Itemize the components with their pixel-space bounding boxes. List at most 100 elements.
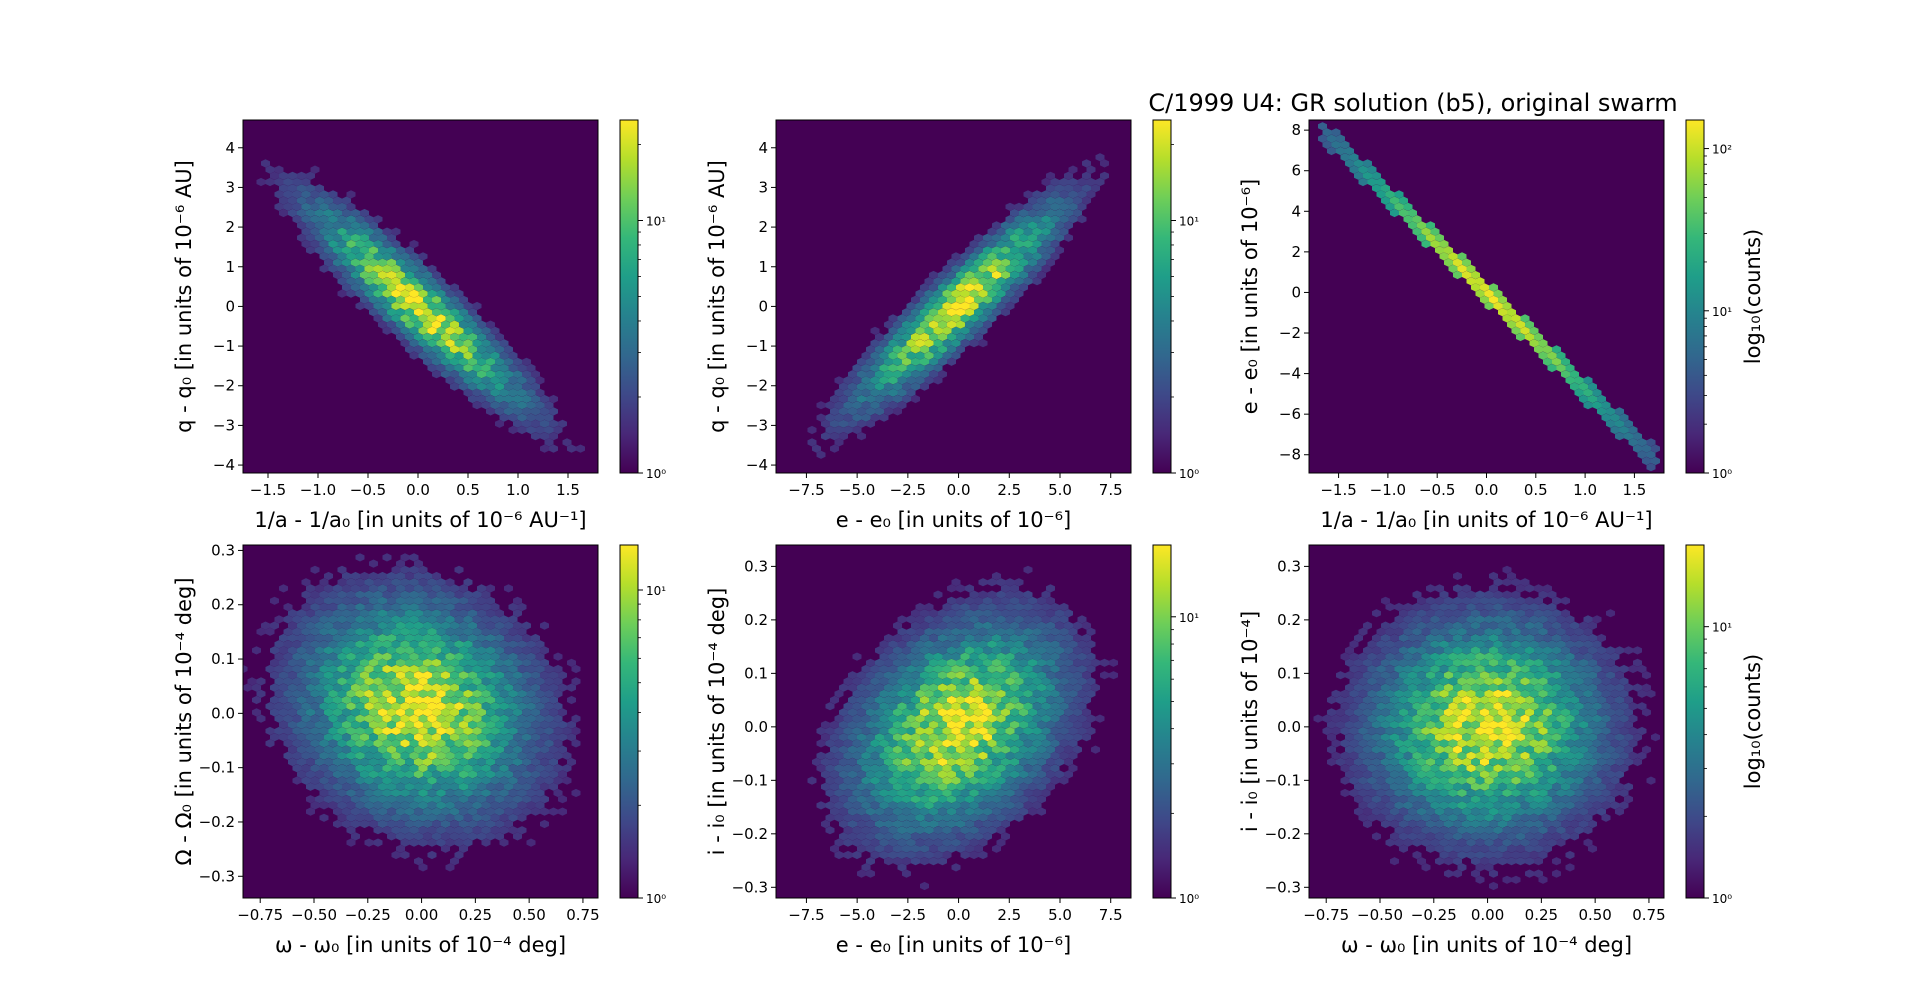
hexbin-cell: [450, 320, 459, 329]
hexbin-cell: [387, 633, 396, 643]
hexbin-cell: [821, 757, 830, 767]
hexbin-cell: [974, 782, 983, 791]
hexbin-cell: [1610, 702, 1620, 711]
hexbin-cell: [1561, 770, 1570, 779]
hexbin-cell: [1050, 677, 1060, 686]
hexbin-cell: [409, 602, 419, 612]
hexbin-cell: [1516, 757, 1525, 767]
hexbin-cell: [911, 683, 920, 692]
hexbin-cell: [956, 584, 965, 593]
hexbin-cell: [902, 633, 911, 643]
hexbin-cell: [1435, 671, 1444, 680]
hexbin-cell: [1367, 177, 1377, 187]
hexbin-cell: [1019, 258, 1028, 267]
x-tick-label: −0.5: [350, 481, 386, 499]
hexbin-cell: [1448, 801, 1458, 810]
hexbin-cell: [1041, 776, 1051, 785]
hexbin-cell: [1624, 419, 1633, 428]
hexbin-cell: [490, 677, 500, 686]
hexbin-cell: [279, 683, 288, 692]
hexbin-cell: [1059, 689, 1069, 698]
hexbin-cell: [1444, 621, 1453, 630]
hexbin-cell: [1001, 720, 1010, 729]
hexbin-cell: [1475, 788, 1485, 798]
hexbin-cell: [1520, 813, 1530, 822]
hexbin-cell: [1082, 646, 1091, 655]
hexbin-cell: [549, 394, 558, 404]
hexbin-cell: [1417, 621, 1426, 630]
hexbin-cell: [996, 702, 1006, 711]
hexbin-cell: [996, 677, 1006, 686]
hexbin-cell: [1642, 444, 1651, 453]
hexbin-cell: [1390, 757, 1399, 767]
hexbin-cell: [508, 801, 518, 810]
hexbin-cell: [987, 776, 997, 785]
hexbin-cell: [400, 826, 410, 835]
hexbin-cell: [866, 708, 875, 717]
hexbin-cell: [463, 602, 473, 612]
hexbin-cell: [355, 640, 365, 649]
hexbin-cell: [1354, 633, 1363, 643]
hexbin-cell: [1005, 289, 1015, 298]
hexbin-cell: [1615, 757, 1624, 767]
hexbin-cell: [870, 801, 880, 810]
hexbin-cell: [481, 726, 491, 736]
hexbin-cell: [445, 764, 455, 773]
hexbin-cell: [400, 264, 410, 273]
hexbin-cell: [969, 314, 979, 323]
hexbin-cell: [400, 776, 410, 785]
hexbin-cell: [1588, 683, 1597, 692]
hexbin-cell: [1345, 733, 1354, 742]
hexbin-cell: [1511, 602, 1521, 612]
hexbin-cell: [306, 584, 315, 593]
hexbin-cell: [866, 671, 875, 680]
hexbin-cell: [409, 652, 419, 661]
hexbin-cell: [409, 553, 419, 562]
hexbin-cell: [418, 863, 428, 872]
hexbin-cell: [1055, 658, 1064, 667]
hexbin-cell: [947, 332, 956, 342]
hexbin-cell: [1516, 795, 1525, 804]
hexbin-cell: [1507, 320, 1516, 329]
hexbin-cell: [942, 264, 952, 273]
hexbin-cell: [405, 757, 414, 767]
hexbin-cell: [861, 664, 871, 674]
hexbin-cell: [996, 227, 1006, 236]
hexbin-cell: [445, 578, 455, 587]
hexbin-cell: [504, 633, 513, 643]
hexbin-cell: [499, 413, 509, 422]
hexbin-cell: [364, 788, 374, 798]
hexbin-cell: [1489, 869, 1498, 878]
hexbin-cell: [558, 795, 567, 804]
hexbin-cell: [526, 677, 536, 686]
hexbin-cell: [454, 689, 464, 698]
colorbar-tick-label: 10¹: [646, 584, 666, 598]
hexbin-cell: [405, 246, 414, 255]
hexbin-cell: [1543, 745, 1552, 754]
hexbin-cell: [382, 776, 392, 785]
hexbin-cell: [1502, 850, 1512, 860]
hexbin-cell: [1498, 733, 1507, 742]
hexbin-cell: [400, 615, 410, 624]
hexbin-cell: [310, 640, 320, 649]
hexbin-cell: [1010, 757, 1019, 767]
hexbin-cell: [531, 671, 540, 680]
hexbin-cell: [1001, 757, 1010, 767]
hexbin-cell: [1484, 702, 1494, 711]
hexbin-cell: [333, 233, 342, 242]
hexbin-cell: [1412, 726, 1422, 736]
hexbin-cell: [306, 621, 315, 630]
hexbin-cell: [969, 677, 979, 686]
hexbin-cell: [351, 819, 360, 829]
hexbin-cell: [1457, 776, 1467, 785]
hexbin-cell: [974, 283, 983, 292]
hexbin-cell: [450, 584, 459, 593]
hexbin-cell: [418, 602, 428, 612]
hexbin-cell: [1394, 739, 1404, 748]
hexbin-cell: [1597, 394, 1606, 404]
hexbin-cell: [911, 770, 920, 779]
hexbin-cell: [888, 351, 898, 360]
hexbin-cell: [1073, 695, 1082, 705]
hexbin-cell: [830, 444, 839, 453]
hexbin-cell: [902, 733, 911, 742]
